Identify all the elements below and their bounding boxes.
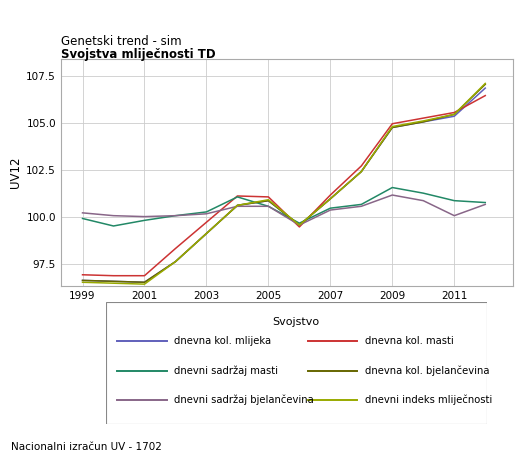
Text: dnevni sadržaj bjelančevina: dnevni sadržaj bjelančevina bbox=[175, 395, 314, 405]
Text: dnevni indeks mliječnosti: dnevni indeks mliječnosti bbox=[365, 395, 492, 405]
Text: Svojstvo: Svojstvo bbox=[272, 316, 320, 326]
Text: dnevni sadržaj masti: dnevni sadržaj masti bbox=[175, 365, 278, 376]
Text: dnevna kol. mlijeka: dnevna kol. mlijeka bbox=[175, 336, 271, 346]
Text: dnevna kol. bjelančevina: dnevna kol. bjelančevina bbox=[365, 365, 489, 376]
Text: Genetski trend - sim: Genetski trend - sim bbox=[61, 35, 181, 48]
Y-axis label: UV12: UV12 bbox=[9, 157, 22, 188]
Text: Svojstva mliječnosti TD: Svojstva mliječnosti TD bbox=[61, 48, 215, 61]
X-axis label: Godina rođenja: Godina rođenja bbox=[242, 305, 332, 318]
Text: Nacionalni izračun UV - 1702: Nacionalni izračun UV - 1702 bbox=[11, 442, 161, 452]
Text: dnevna kol. masti: dnevna kol. masti bbox=[365, 336, 453, 346]
